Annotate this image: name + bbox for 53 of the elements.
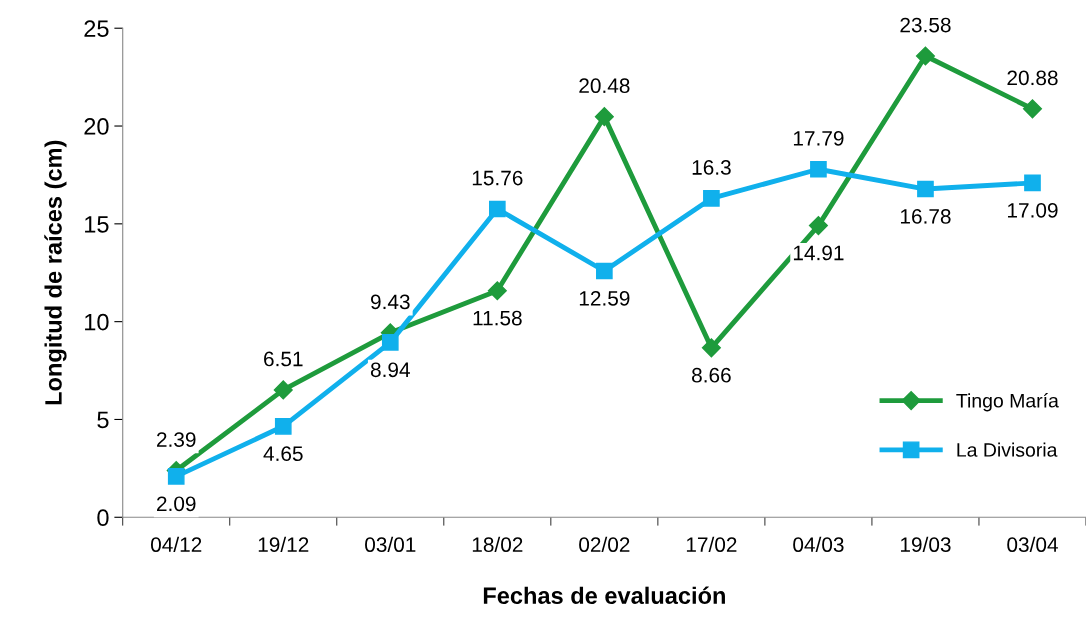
data-label: 15.76 bbox=[472, 170, 523, 186]
x-tick-label: 03/01 bbox=[365, 536, 416, 553]
point bbox=[1022, 99, 1043, 119]
point bbox=[487, 281, 507, 301]
data-label: 2.09 bbox=[157, 496, 196, 512]
point bbox=[381, 334, 399, 351]
point bbox=[703, 190, 720, 207]
data-label: 16.3 bbox=[692, 160, 731, 175]
data-label: 2.39 bbox=[157, 432, 196, 447]
data-label: 20.48 bbox=[579, 78, 630, 94]
data-label: 8.66 bbox=[692, 367, 731, 383]
data-label: 11.58 bbox=[473, 310, 522, 326]
point bbox=[701, 338, 721, 358]
data-label: 14.91 bbox=[793, 245, 844, 261]
point bbox=[915, 46, 935, 66]
x-tick-label: 02/02 bbox=[579, 536, 630, 553]
x-tick-label: 17/02 bbox=[686, 536, 737, 553]
y-tick-label: 0 bbox=[97, 509, 109, 527]
data-label: 6.51 bbox=[264, 351, 303, 367]
y-tick-label: 10 bbox=[85, 313, 109, 331]
data-label: 9.43 bbox=[371, 294, 410, 310]
x-tick-label: 04/03 bbox=[793, 536, 844, 553]
point bbox=[810, 160, 827, 178]
point bbox=[594, 107, 614, 127]
y-tick-label: 5 bbox=[97, 411, 109, 429]
data-label: 4.65 bbox=[263, 446, 303, 462]
x-tick-label: 04/12 bbox=[150, 536, 202, 553]
y-tick-label: 20 bbox=[84, 118, 109, 135]
point bbox=[274, 417, 292, 435]
x-axis-title: Fechas de evaluación bbox=[483, 586, 725, 605]
point bbox=[273, 380, 293, 400]
y-axis-title: Longitud de raíces (cm) bbox=[44, 140, 67, 405]
x-tick-label: 03/04 bbox=[1007, 536, 1058, 553]
data-label: 17.79 bbox=[793, 130, 844, 146]
point bbox=[808, 216, 828, 236]
x-tick-label: 19/03 bbox=[900, 536, 951, 553]
point bbox=[488, 200, 506, 218]
point bbox=[1024, 174, 1041, 192]
data-label: 16.78 bbox=[900, 209, 951, 224]
x-tick-label: 19/12 bbox=[258, 536, 309, 553]
point bbox=[167, 468, 185, 485]
data-label: 8.94 bbox=[370, 362, 410, 378]
x-tick-label: 18/02 bbox=[472, 536, 523, 553]
y-tick-label: 25 bbox=[84, 20, 109, 37]
data-label: 12.59 bbox=[579, 290, 630, 306]
y-tick-label: 15 bbox=[85, 216, 109, 233]
data-label: 23.58 bbox=[900, 17, 951, 33]
legend-label: Tingo María bbox=[956, 393, 1059, 412]
point bbox=[917, 180, 934, 198]
legend-label: La Divisoria bbox=[957, 442, 1058, 457]
data-label: 20.88 bbox=[1007, 70, 1058, 86]
data-label: 17.09 bbox=[1008, 202, 1058, 218]
point bbox=[596, 262, 613, 280]
